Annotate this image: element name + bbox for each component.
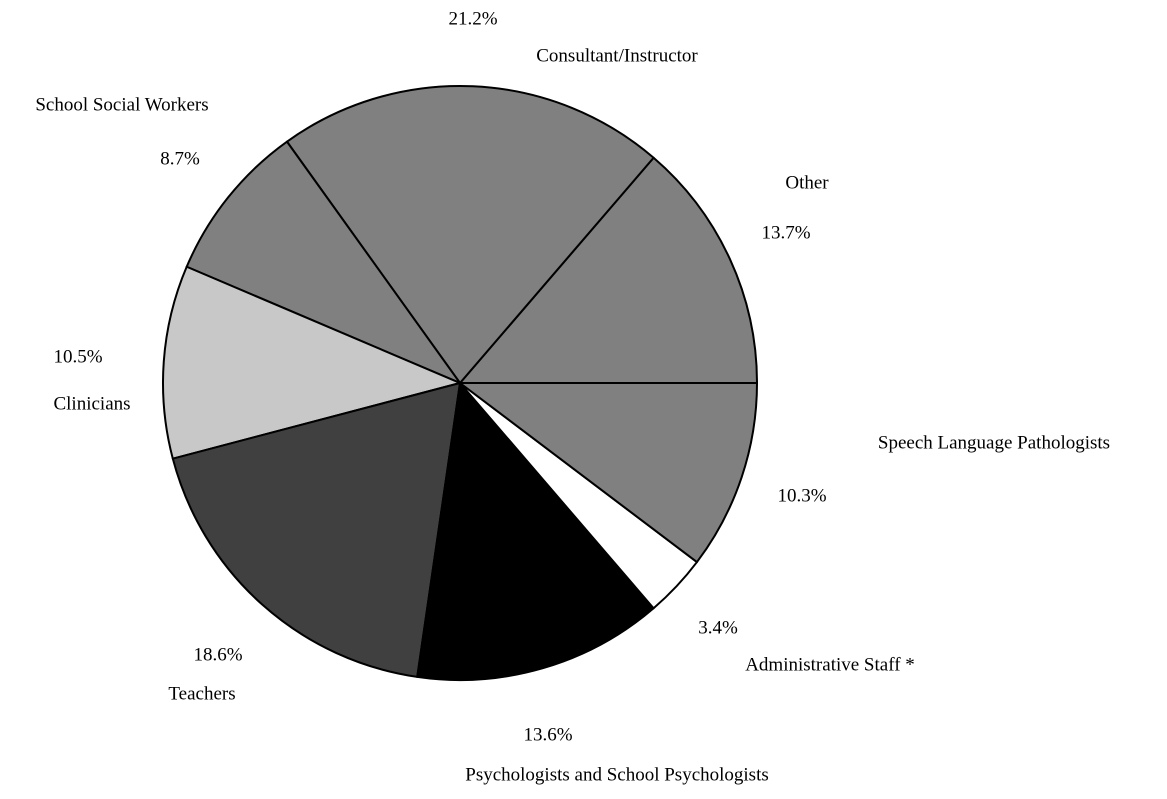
slice-label: Administrative Staff *	[745, 654, 915, 675]
slice-label: Teachers	[168, 683, 235, 704]
pie-slice	[459, 382, 758, 564]
pie-slice	[416, 382, 655, 681]
pie-slice	[162, 265, 461, 460]
pie-slice	[171, 382, 461, 678]
value-label: 13.6%	[523, 724, 572, 745]
value-label: 18.6%	[193, 644, 242, 665]
slice-label: Speech Language Pathologists	[878, 432, 1110, 453]
value-label: 10.5%	[53, 346, 102, 367]
pie-slice	[185, 140, 461, 384]
slice-label: School Social Workers	[35, 94, 208, 115]
value-label: 8.7%	[160, 148, 200, 169]
pie-slice	[459, 156, 758, 384]
slice-label: Clinicians	[53, 393, 130, 414]
slice-label: Psychologists and School Psychologists	[465, 764, 769, 785]
slice-label: Other	[785, 172, 829, 193]
value-label: 13.7%	[761, 222, 810, 243]
value-label: 10.3%	[777, 485, 826, 506]
pie-slice	[285, 85, 655, 384]
slice-label: Consultant/Instructor	[536, 45, 698, 66]
value-label: 3.4%	[698, 617, 738, 638]
value-label: 21.2%	[448, 8, 497, 29]
